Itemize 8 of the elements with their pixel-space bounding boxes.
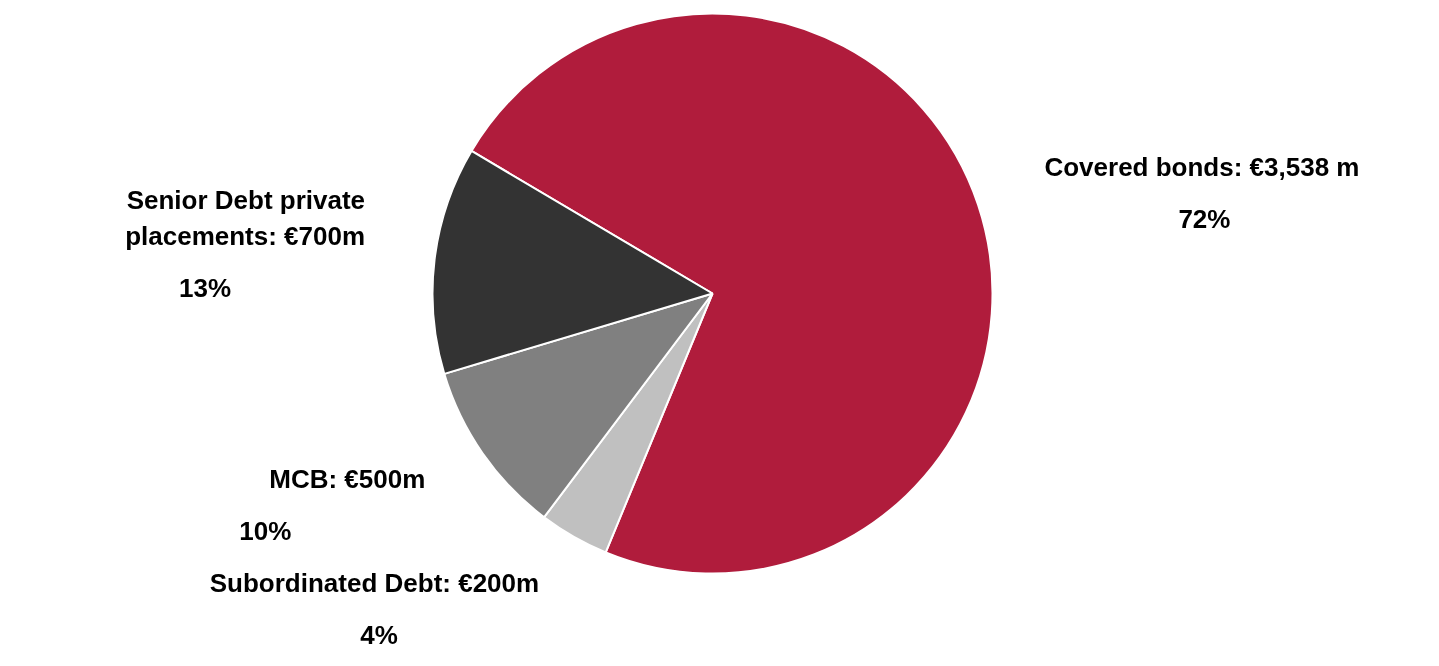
slice-label: MCB: €500m [269, 463, 426, 494]
slice-label: Senior Debt private placements: €700m [125, 185, 366, 252]
data-label: 4% [360, 619, 398, 650]
data-label: 72% [1178, 204, 1231, 235]
data-label: 10% [239, 515, 292, 546]
data-label: 13% [179, 273, 232, 304]
slice-label: Subordinated Debt: €200m [209, 567, 540, 598]
slice-label: Covered bonds: €3,538 m [1044, 152, 1360, 183]
